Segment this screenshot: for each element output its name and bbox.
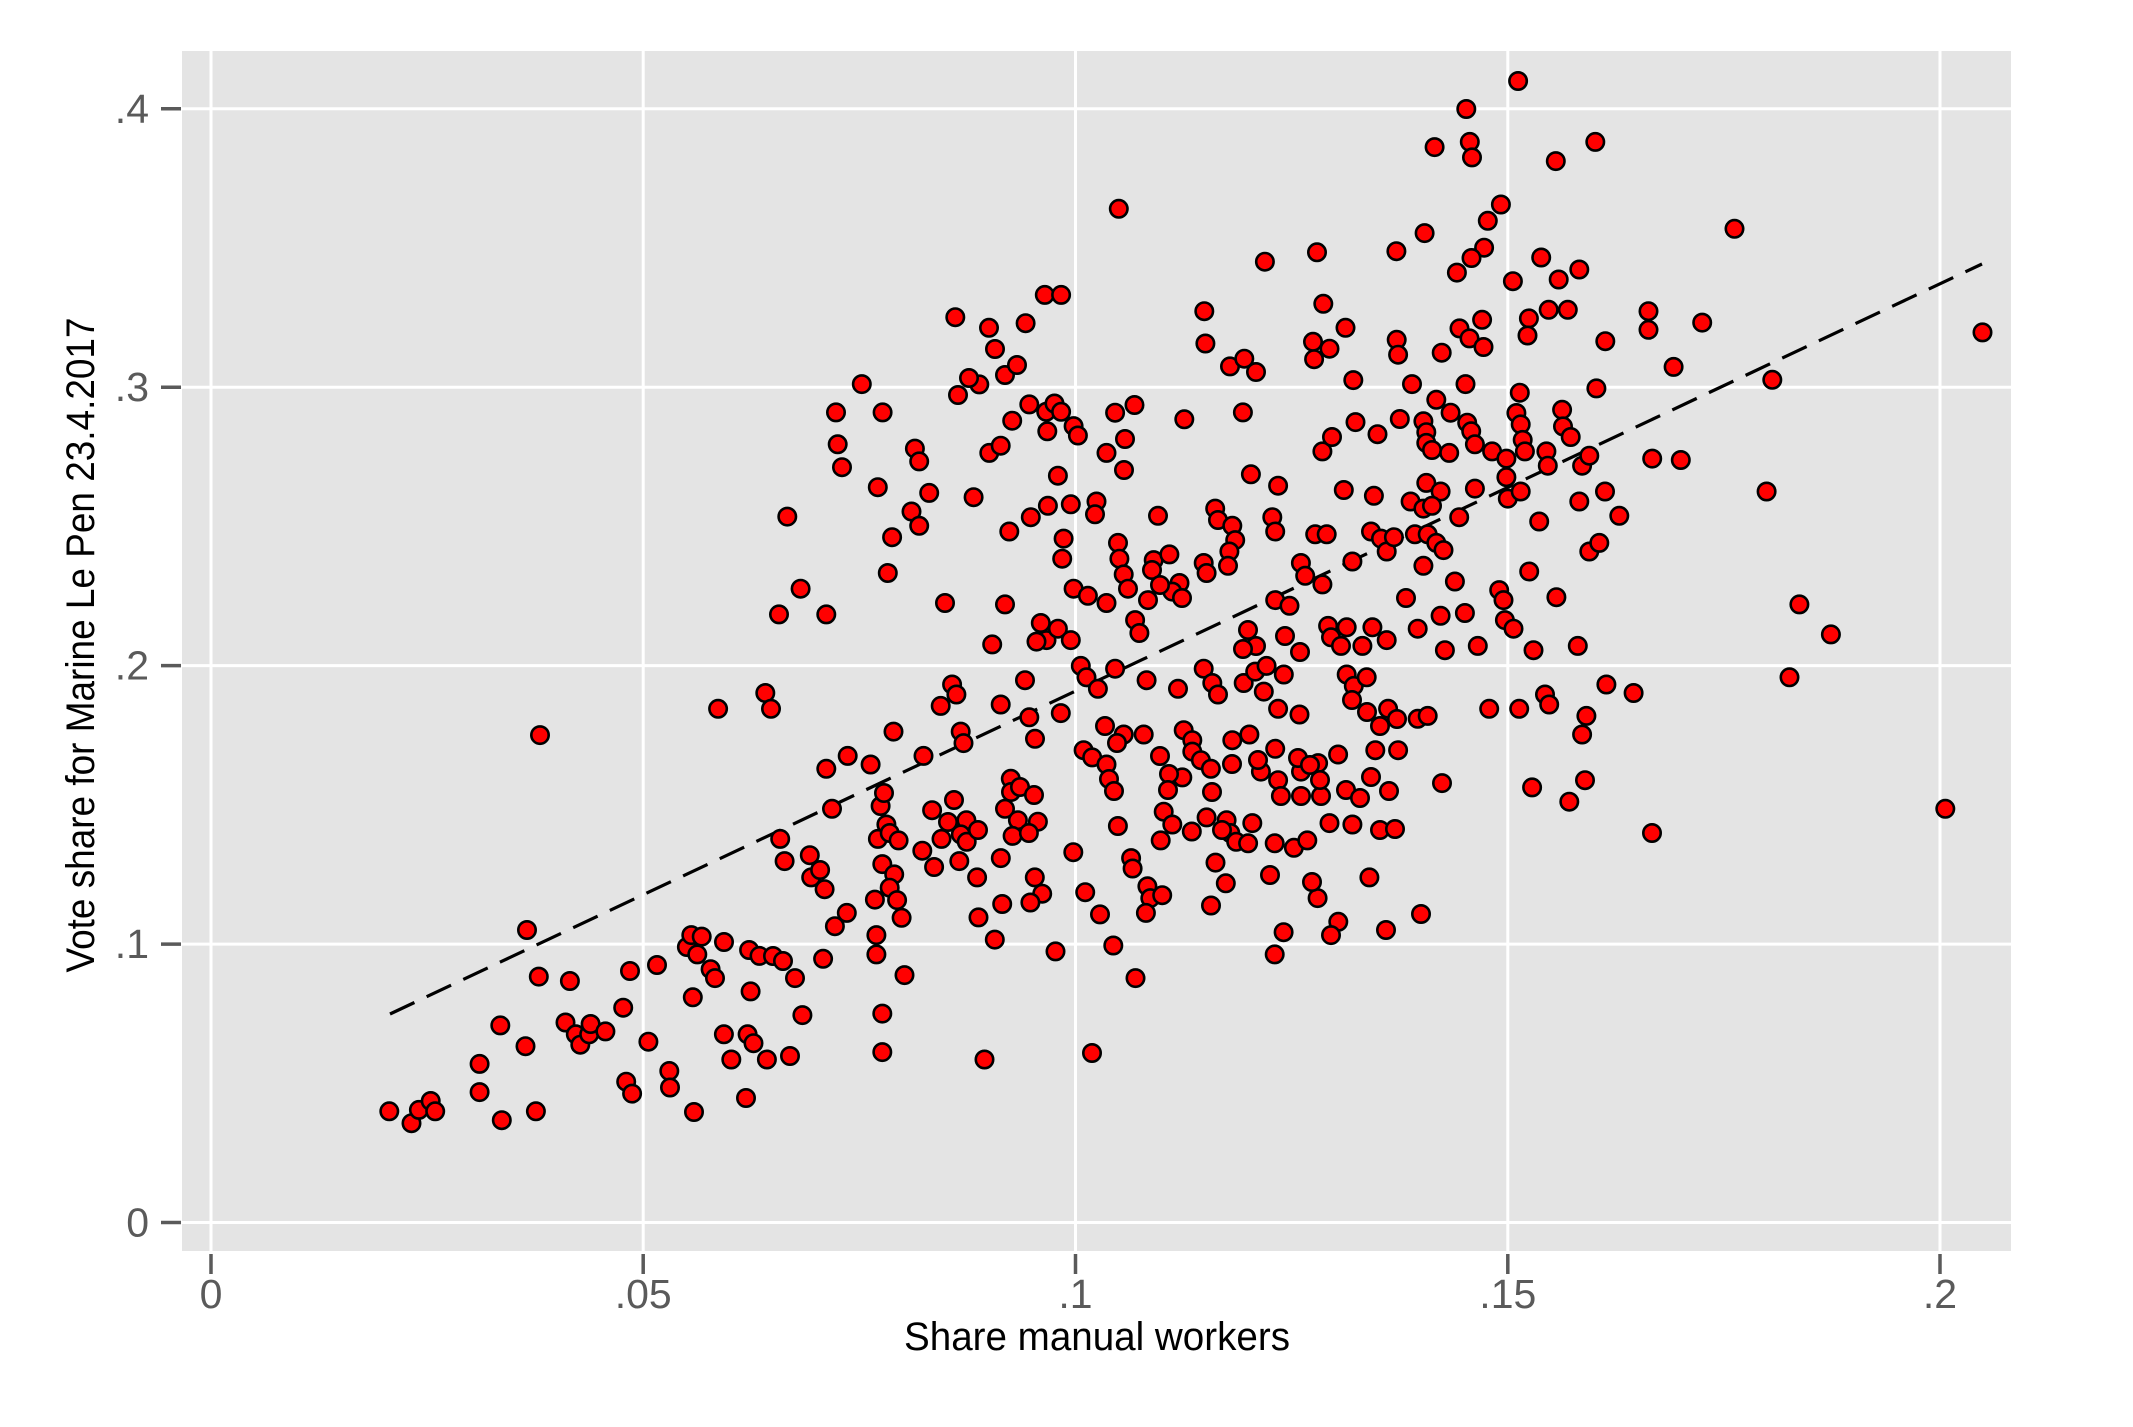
svg-text:Vote share for Marine Le Pen 2: Vote share for Marine Le Pen 23.4.2017 — [59, 318, 103, 973]
svg-text:.15: .15 — [1479, 1271, 1536, 1317]
svg-text:.05: .05 — [615, 1271, 672, 1317]
svg-text:Share manual workers: Share manual workers — [904, 1315, 1290, 1359]
svg-text:0: 0 — [126, 1200, 149, 1246]
svg-text:.2: .2 — [1923, 1271, 1957, 1317]
svg-text:.1: .1 — [1058, 1271, 1092, 1317]
svg-text:.1: .1 — [115, 921, 149, 967]
svg-text:.4: .4 — [115, 86, 149, 132]
svg-text:0: 0 — [200, 1271, 223, 1317]
svg-text:.2: .2 — [115, 643, 149, 689]
svg-text:.3: .3 — [115, 364, 149, 410]
